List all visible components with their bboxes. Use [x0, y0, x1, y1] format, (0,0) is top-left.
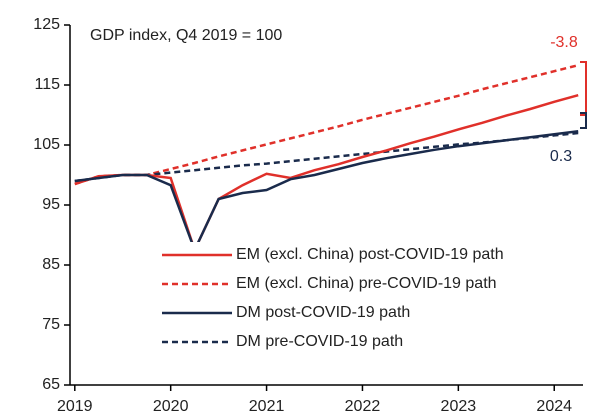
bracket: [580, 112, 587, 129]
y-tick-label: 65: [42, 376, 60, 393]
y-tick-label: 75: [42, 316, 60, 333]
x-tick-label: 2023: [441, 398, 477, 415]
annotation: GDP index, Q4 2019 = 100: [90, 27, 282, 44]
x-tick-label: 2022: [345, 398, 381, 415]
x-tick-label: 2019: [57, 398, 93, 415]
series-line: [74, 129, 579, 254]
annotation: -3.8: [550, 34, 578, 51]
x-tick-label: 2020: [153, 398, 189, 415]
x-tick-label: 2024: [536, 398, 572, 415]
legend-label: EM (excl. China) pre-COVID-19 path: [236, 275, 497, 292]
y-tick-label: 95: [42, 196, 60, 213]
legend-label: DM post-COVID-19 path: [236, 304, 410, 321]
legend-label: DM pre-COVID-19 path: [236, 333, 403, 350]
y-tick-label: 125: [33, 16, 60, 33]
y-tick-label: 115: [34, 76, 60, 93]
legend-label: EM (excl. China) post-COVID-19 path: [236, 246, 504, 263]
y-tick-label: 105: [33, 136, 60, 153]
annotation: 0.3: [550, 148, 572, 165]
series-line: [74, 63, 579, 186]
legend-bg: [160, 271, 580, 297]
y-tick-label: 85: [42, 256, 60, 273]
series-line: [74, 93, 579, 254]
bracket: [580, 61, 587, 116]
legend-bg: [160, 329, 580, 355]
x-tick-label: 2021: [249, 398, 285, 415]
